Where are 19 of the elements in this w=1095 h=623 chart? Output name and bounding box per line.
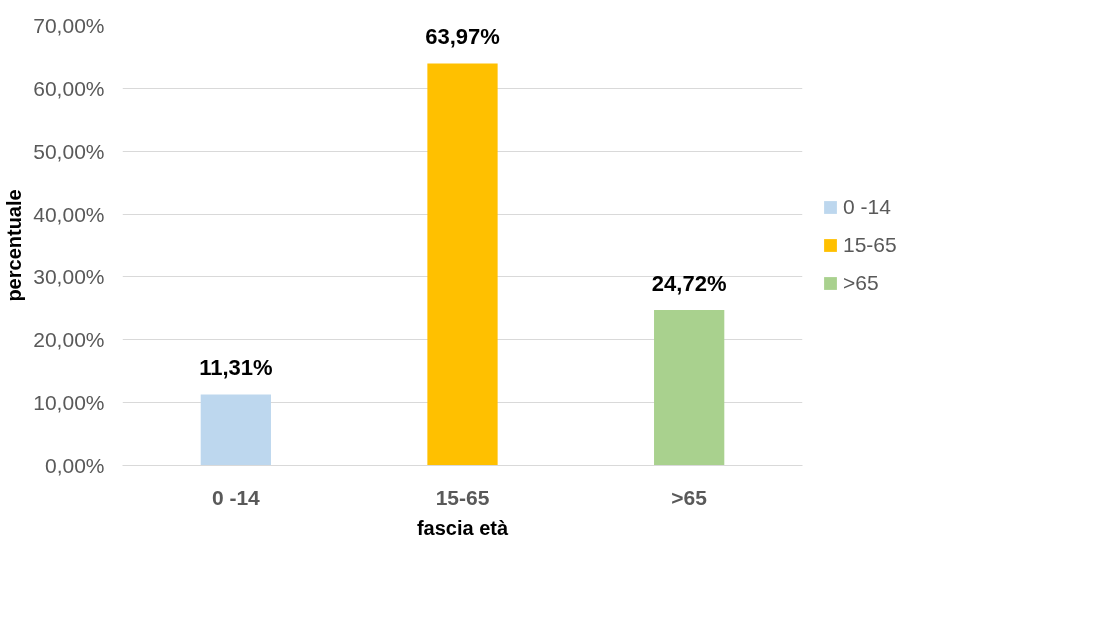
y-tick-label: 50,00% — [33, 139, 105, 163]
data-label: 24,72% — [651, 271, 727, 297]
y-tick-label: 0,00% — [44, 454, 105, 477]
data-label: 63,97% — [425, 24, 500, 50]
legend-label: 0 -14 — [843, 195, 891, 219]
y-tick-label: 70,00% — [33, 14, 105, 37]
y-tick-label: 30,00% — [33, 265, 105, 289]
legend-label: >65 — [843, 271, 879, 295]
y-tick-label: 60,00% — [33, 76, 105, 100]
y-tick-label: 10,00% — [33, 391, 105, 415]
y-tick-label: 20,00% — [33, 328, 105, 352]
x-tick-label: 0 -14 — [211, 485, 261, 509]
x-tick-label: >65 — [671, 485, 708, 509]
y-tick-label: 40,00% — [33, 202, 105, 226]
x-tick-label: 15-65 — [435, 485, 490, 509]
legend-label: 15-65 — [843, 233, 897, 257]
y-axis-title: percentuale — [3, 189, 26, 302]
data-label: 11,31% — [199, 355, 273, 381]
x-axis-title: fascia età — [416, 516, 509, 539]
